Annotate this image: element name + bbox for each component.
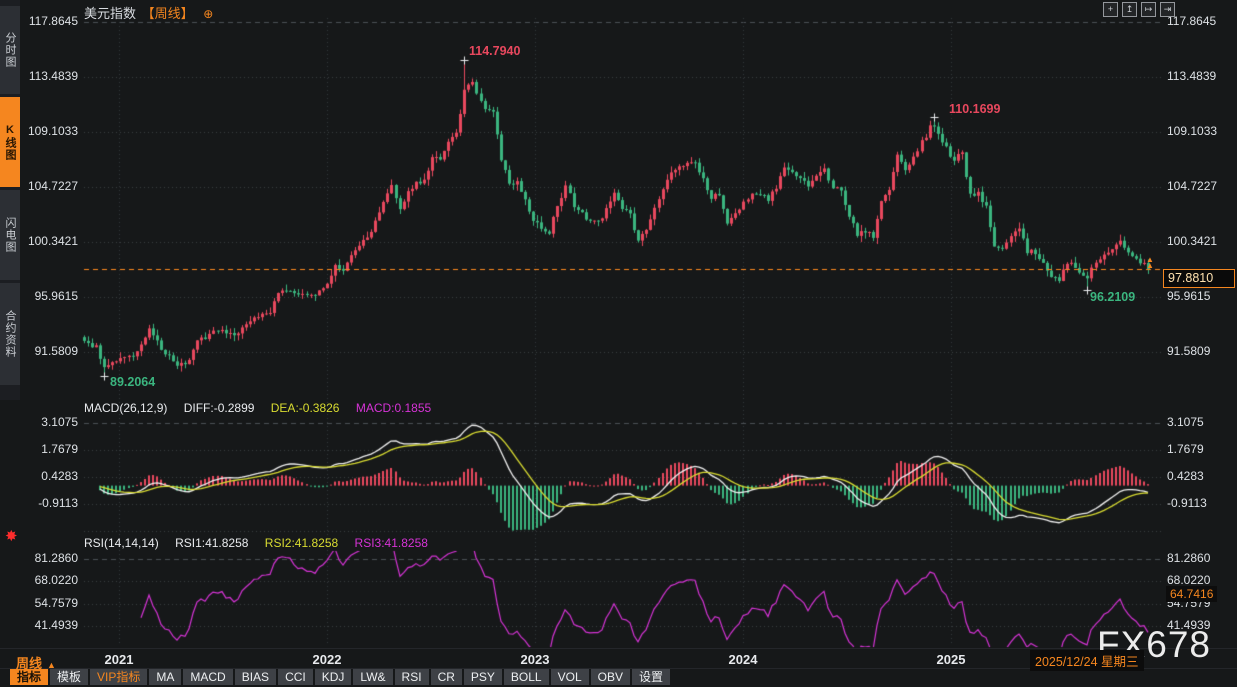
macd-macd-value: MACD:0.1855 (355, 401, 432, 415)
toolbar-button-cci[interactable]: CCI (278, 669, 313, 685)
high-annotation: 114.7940 (469, 44, 521, 58)
toolbar-button-lw[interactable]: LW& (353, 669, 393, 685)
rsi3-value: RSI3:41.8258 (354, 536, 428, 550)
macd-dea-value: DEA:-0.3826 (270, 401, 340, 415)
macd-axis-left: 3.1075 1.7679 0.4283 -0.9113 (14, 0, 78, 687)
rsi-axis-label: 68.0220 (1167, 573, 1211, 587)
period-selector[interactable]: 周线 ▲ (16, 653, 56, 672)
macd-axis-right: 3.1075 1.7679 0.4283 -0.9113 (1167, 0, 1237, 687)
rsi-axis-left: 81.2860 68.0220 54.7579 41.4939 (14, 0, 78, 687)
rsi-axis-label: 54.7579 (34, 596, 78, 610)
toolbar-button-vol[interactable]: VOL (550, 669, 589, 685)
toolbar-button-boll[interactable]: BOLL (503, 669, 549, 685)
price-axis-label: 91.5809 (34, 344, 78, 358)
price-axis-label: 117.8645 (1167, 14, 1217, 28)
price-axis-label: 104.7227 (1167, 179, 1218, 193)
year-tick-label: 2024 (728, 652, 758, 667)
toolbar-button-indicator[interactable]: 指标 (10, 669, 49, 685)
symbol-title: 美元指数 (84, 6, 137, 21)
scale-vertical-icon[interactable]: ↥ (1122, 2, 1137, 17)
macd-axis-label: 0.4283 (1167, 469, 1204, 483)
macd-axis-label: 0.4283 (41, 469, 78, 483)
toolbar-button-ma[interactable]: MA (149, 669, 182, 685)
macd-title: MACD(26,12,9) (84, 401, 168, 415)
price-axis-label: 100.3421 (27, 234, 78, 248)
toolbar-button-settings[interactable]: 设置 (631, 669, 670, 685)
price-axis-right: 117.8645 113.4839 109.1033 104.7227 100.3421… (1167, 0, 1237, 687)
toolbar-button-cr[interactable]: CR (430, 669, 462, 685)
sidebar-item-lightning-chart[interactable]: 闪电图 (0, 190, 20, 280)
price-axis-label: 109.1033 (1167, 124, 1218, 138)
period-text: 周线 (16, 656, 43, 671)
rsi-value-badge: 64.7416 (1166, 586, 1218, 602)
sidebar-item-contract-info[interactable]: 合约资料 (0, 283, 20, 385)
pan-crosshair-icon[interactable]: + (1103, 2, 1118, 17)
chart-tool-icons: + ↥ ↦ ⇥ (1103, 2, 1175, 17)
sidebar-item-label: 闪电图 (4, 217, 16, 253)
jump-to-latest-icon[interactable]: ⇥ (1160, 2, 1175, 17)
rsi-axis-label: 41.4939 (34, 618, 78, 632)
sidebar-item-time-chart[interactable]: 分时图 (0, 6, 20, 94)
toolbar-button-psy[interactable]: PSY (463, 669, 502, 685)
sidebar-item-kline-chart[interactable]: K线图 (0, 97, 20, 187)
rsi1-value: RSI1:41.8258 (175, 536, 249, 550)
rsi-axis-label: 41.4939 (1167, 618, 1211, 632)
last-price-badge: 97.8810 (1163, 269, 1235, 288)
toolbar-separator (0, 668, 1237, 669)
toolbar-button-vip-indicator[interactable]: VIP指标 (90, 669, 148, 685)
price-alert-marker-icon[interactable]: ▲ ▲ (1146, 255, 1154, 270)
rsi-axis-label: 81.2860 (34, 551, 78, 565)
year-tick-label: 2025 (936, 652, 966, 667)
toolbar-button-obv[interactable]: OBV (590, 669, 630, 685)
period-arrow-icon: ▲ (47, 660, 56, 670)
price-axis-label: 100.3421 (1167, 234, 1218, 248)
sidebar-item-label: 分时图 (4, 32, 16, 68)
macd-axis-label: -0.9113 (1167, 496, 1207, 510)
price-axis-label: 95.9615 (1167, 289, 1211, 303)
rsi-axis-label: 81.2860 (1167, 551, 1211, 565)
toolbar-button-rsi[interactable]: RSI (394, 669, 429, 685)
rsi-title: RSI(14,14,14) (84, 536, 159, 550)
toolbar-button-bias[interactable]: BIAS (234, 669, 277, 685)
price-axis-label: 113.4839 (1167, 69, 1217, 83)
price-axis-label: 117.8645 (28, 14, 78, 28)
macd-axis-label: 1.7679 (41, 442, 78, 456)
price-axis-label: 109.1033 (27, 124, 78, 138)
macd-axis-label: 1.7679 (1167, 442, 1204, 456)
price-axis-label: 104.7227 (27, 179, 78, 193)
cursor-date-label: 2025/12/24 星期三 (1030, 650, 1144, 671)
price-axis-label: 95.9615 (34, 289, 78, 303)
scale-horizontal-icon[interactable]: ↦ (1141, 2, 1156, 17)
macd-axis-label: -0.9113 (38, 496, 78, 510)
year-tick-label: 2021 (104, 652, 134, 667)
rsi2-value: RSI2:41.8258 (264, 536, 339, 550)
macd-axis-label: 3.1075 (1167, 415, 1204, 429)
macd-diff-value: DIFF:-0.2899 (183, 401, 255, 415)
pane-separator (0, 648, 1237, 649)
toolbar-button-template[interactable]: 模板 (50, 669, 89, 685)
price-axis-label: 91.5809 (1167, 344, 1211, 358)
low-annotation: 89.2064 (110, 375, 156, 389)
low-annotation: 96.2109 (1090, 290, 1136, 304)
price-axis-label: 113.4839 (28, 69, 78, 83)
left-sidebar: 分时图 K线图 闪电图 合约资料 (0, 0, 20, 400)
chart-header: 美元指数 【周线】 ⊕ (84, 3, 213, 22)
year-tick-label: 2023 (520, 652, 550, 667)
high-annotation: 110.1699 (949, 102, 1001, 116)
rsi-axis-label: 68.0220 (34, 573, 78, 587)
sidebar-item-label: K线图 (4, 123, 16, 161)
rsi-indicator-row: RSI(14,14,14) RSI1:41.8258 RSI2:41.8258 … (84, 536, 441, 550)
indicator-toolbar: 指标 模板 VIP指标 MA MACD BIAS CCI KDJ LW& RSI CR PSY BOLL… (10, 669, 670, 686)
toolbar-button-macd[interactable]: MACD (183, 669, 233, 685)
sidebar-item-label: 合约资料 (4, 310, 16, 358)
add-indicator-icon[interactable]: ⊕ (203, 7, 214, 21)
macd-axis-label: 3.1075 (41, 415, 78, 429)
period-tag: 【周线】 (141, 6, 194, 21)
year-tick-label: 2022 (312, 652, 342, 667)
toolbar-button-kdj[interactable]: KDJ (314, 669, 352, 685)
red-burst-icon[interactable]: ✸ (5, 528, 18, 545)
macd-indicator-row: MACD(26,12,9) DIFF:-0.2899 DEA:-0.3826 M… (84, 401, 444, 415)
price-axis-left: 117.8645 113.4839 109.1033 104.7227 100.3421… (14, 0, 78, 687)
